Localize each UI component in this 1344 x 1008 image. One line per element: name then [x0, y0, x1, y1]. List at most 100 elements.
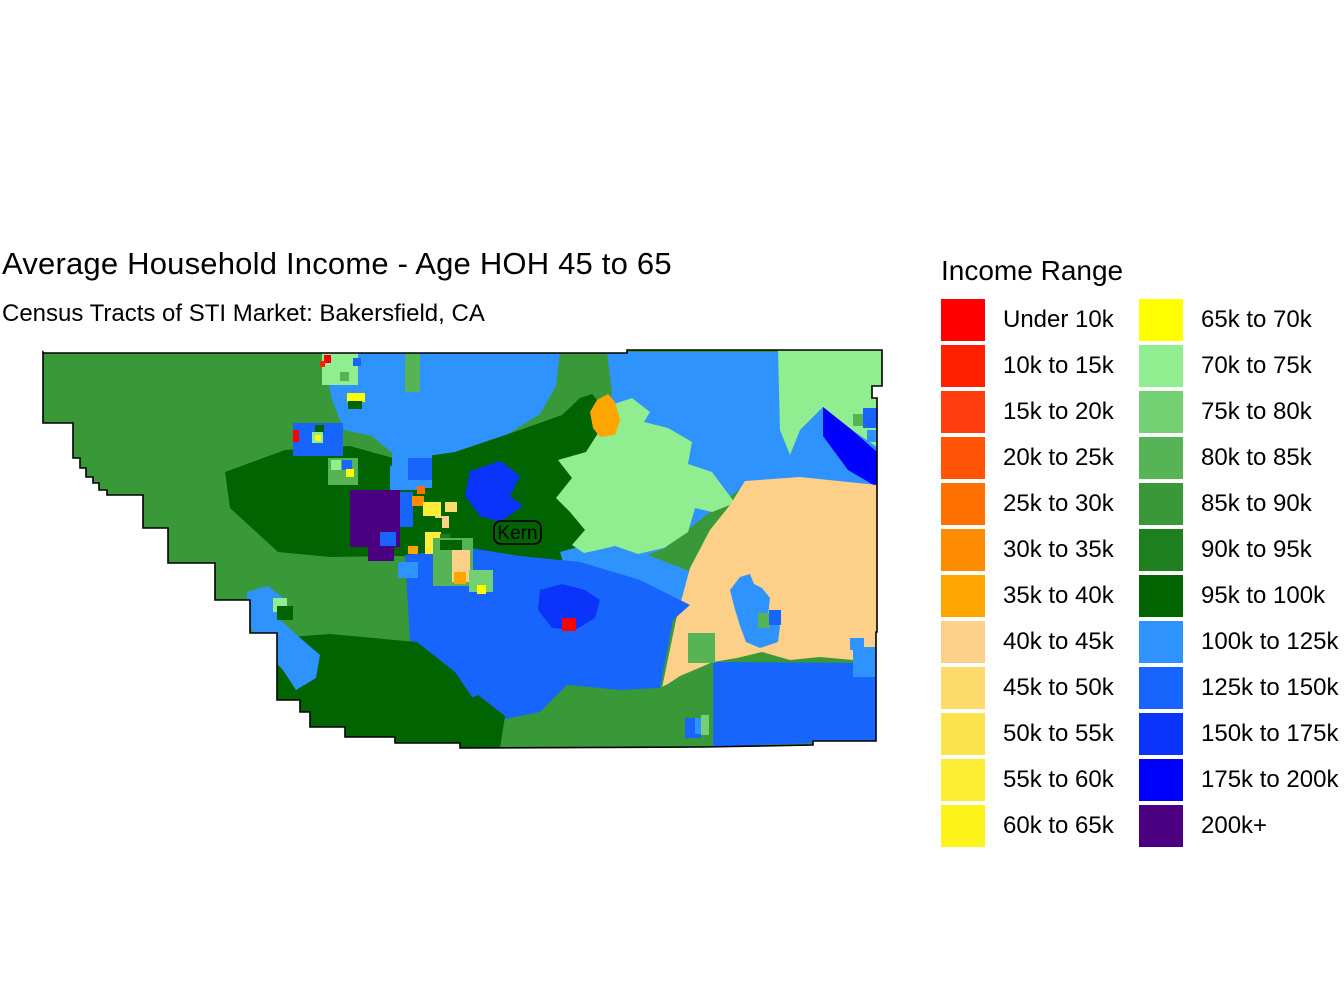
tract-strip-80-85k [405, 350, 420, 392]
tract-sw-100-125k [247, 586, 320, 690]
tract-island-100-125k [730, 574, 780, 648]
tract-cluster-35-40k [454, 572, 466, 584]
legend-swatch [1139, 391, 1183, 433]
legend-swatch [941, 529, 985, 571]
legend-row: 200k+ [1139, 805, 1338, 847]
legend-swatch [941, 621, 985, 663]
tract-cell-65-70k [315, 435, 321, 441]
county-outline [42, 349, 883, 749]
tract-cell-95-100k [277, 606, 293, 620]
tract-cell-95-100k [315, 425, 324, 433]
legend-label: 35k to 40k [1003, 582, 1114, 609]
legend-swatch [941, 759, 985, 801]
legend-row: 65k to 70k [1139, 299, 1338, 341]
legend-label: 45k to 50k [1003, 674, 1114, 701]
tract-cell-70-75k [331, 460, 341, 470]
legend-label: 65k to 70k [1201, 306, 1312, 333]
legend-row: 15k to 20k [941, 391, 1114, 433]
legend-row: 55k to 60k [941, 759, 1114, 801]
tract-cluster-25-30k [417, 486, 425, 494]
legend-label: 200k+ [1201, 812, 1268, 839]
tract-cluster-30-35k [412, 496, 424, 506]
legend-label: 15k to 20k [1003, 398, 1114, 425]
page-subtitle: Census Tracts of STI Market: Bakersfield… [2, 300, 485, 327]
legend-label: 30k to 35k [1003, 536, 1114, 563]
legend-swatch [941, 299, 985, 341]
legend-label: 55k to 60k [1003, 766, 1114, 793]
legend-label: 40k to 45k [1003, 628, 1114, 655]
legend-swatch [1139, 621, 1183, 663]
legend-row: 10k to 15k [941, 345, 1114, 387]
tract-east-40-45k [662, 477, 877, 688]
legend-label: 70k to 75k [1201, 352, 1312, 379]
tract-topright-70-75k [778, 350, 882, 455]
legend-row: 95k to 100k [1139, 575, 1338, 617]
legend-swatch [941, 713, 985, 755]
tract-cell-125-150k [342, 460, 352, 470]
legend-row: 25k to 30k [941, 483, 1114, 525]
tract-cluster-35-40k [408, 546, 418, 554]
tract-cell-125-150k [769, 610, 781, 625]
tract-bottom-85-90k [540, 662, 713, 748]
legend-row: 50k to 55k [941, 713, 1114, 755]
legend-swatch [1139, 483, 1183, 525]
tract-se-125-150k [660, 662, 877, 747]
tract-cell-100-125k [695, 718, 701, 734]
legend-label: 80k to 85k [1201, 444, 1312, 471]
tract-speck-under-10k [293, 430, 299, 442]
legend-label: 50k to 55k [1003, 720, 1114, 747]
tract-cell-125-150k [353, 358, 361, 366]
legend-row: 70k to 75k [1139, 345, 1338, 387]
legend-swatch [941, 483, 985, 525]
tract-cluster-100-125k [398, 562, 418, 578]
legend-row: 30k to 35k [941, 529, 1114, 571]
tract-cluster-55-60k [423, 502, 441, 516]
legend-row: Under 10k [941, 299, 1114, 341]
tract-cell-80-85k [340, 372, 349, 381]
tract-east-175-200k [823, 407, 877, 487]
page-title: Average Household Income - Age HOH 45 to… [2, 246, 672, 281]
tract-cluster-95-100k [430, 518, 442, 528]
legend-label: 175k to 200k [1201, 766, 1339, 793]
tract-red-under-10k [562, 618, 576, 631]
legend-label: 10k to 15k [1003, 352, 1114, 379]
legend-swatch [941, 805, 985, 847]
legend-row: 35k to 40k [941, 575, 1114, 617]
legend-row: 60k to 65k [941, 805, 1114, 847]
tract-pond-150-175k [538, 584, 600, 630]
legend-title: Income Range [941, 255, 1124, 286]
legend-label: 75k to 80k [1201, 398, 1312, 425]
tract-cell-80-85k [758, 613, 770, 628]
legend-label: 60k to 65k [1003, 812, 1114, 839]
tract-cluster-65-70k [477, 585, 486, 594]
legend-row: 100k to 125k [1139, 621, 1338, 663]
legend-swatch [941, 345, 985, 387]
legend-swatch [1139, 345, 1183, 387]
tract-island-80-85k [688, 633, 715, 663]
tract-cell-65-70k [346, 469, 354, 477]
tract-cluster-pond-150-175k [465, 461, 523, 522]
tract-cell-75-80k [701, 715, 709, 735]
tract-cell-80-85k [853, 414, 863, 426]
tract-cluster-125-150k [418, 572, 434, 584]
legend-swatch [941, 437, 985, 479]
legend-row: 85k to 90k [1139, 483, 1338, 525]
tract-cell-95-100k [348, 401, 362, 409]
tract-cluster-95-100k [440, 540, 462, 550]
legend-swatch [941, 391, 985, 433]
legend-row: 125k to 150k [1139, 667, 1338, 709]
legend-row: 75k to 80k [1139, 391, 1338, 433]
tract-orange-35-40k [590, 394, 620, 437]
tract-cell-125-150k [863, 408, 877, 428]
tract-speck-under-10k [324, 355, 331, 363]
county-label-box [493, 520, 542, 545]
legend-row: 40k to 45k [941, 621, 1114, 663]
legend-swatch [1139, 667, 1183, 709]
legend-label: 20k to 25k [1003, 444, 1114, 471]
legend-row: 80k to 85k [1139, 437, 1338, 479]
tract-cell-100-125k [867, 430, 877, 442]
legend-swatch [941, 575, 985, 617]
legend-swatch [1139, 299, 1183, 341]
legend-row: 175k to 200k [1139, 759, 1338, 801]
choropleth-map: Kern [42, 349, 883, 749]
